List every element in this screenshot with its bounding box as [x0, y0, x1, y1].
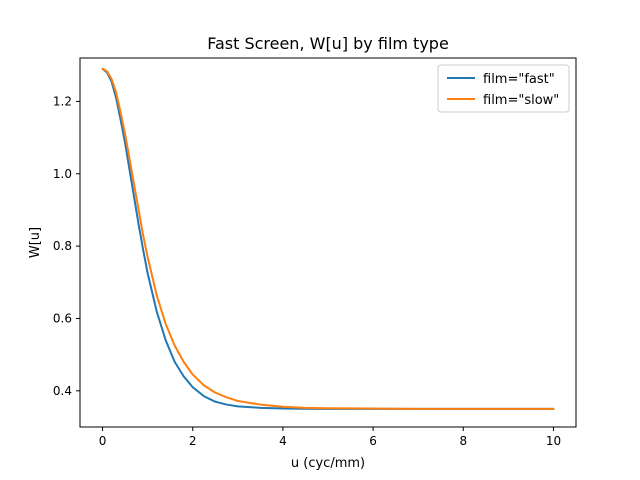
legend-box — [437, 64, 570, 113]
x-tick-label-3: 6 — [369, 434, 377, 448]
y-tick-label-3: 1.0 — [53, 167, 72, 181]
x-tick-label-0: 0 — [99, 434, 107, 448]
x-tick-label-1: 2 — [189, 434, 197, 448]
y-tick-label-1: 0.6 — [53, 311, 72, 325]
series-line-1 — [101, 67, 555, 410]
legend: film="fast" film="slow" — [437, 64, 570, 113]
chart-title: Fast Screen, W[u] by film type — [207, 34, 449, 53]
y-tick-label-4: 1.2 — [53, 94, 72, 108]
plot-area — [101, 67, 555, 410]
x-axis-label: u (cyc/mm) — [291, 456, 365, 471]
legend-label-0: film="fast" — [483, 72, 555, 87]
y-tick-label-0: 0.4 — [53, 384, 72, 398]
axis-ticks: 0 2 4 6 8 10 0.4 0.6 0.8 1.0 1.2 — [53, 94, 561, 448]
y-axis-label: W[u] — [28, 227, 43, 258]
legend-label-1: film="slow" — [483, 93, 559, 108]
y-tick-label-2: 0.8 — [53, 239, 72, 253]
x-tick-label-4: 8 — [459, 434, 467, 448]
x-tick-label-2: 4 — [279, 434, 287, 448]
axes-frame — [79, 57, 577, 428]
x-tick-label-5: 10 — [546, 434, 561, 448]
